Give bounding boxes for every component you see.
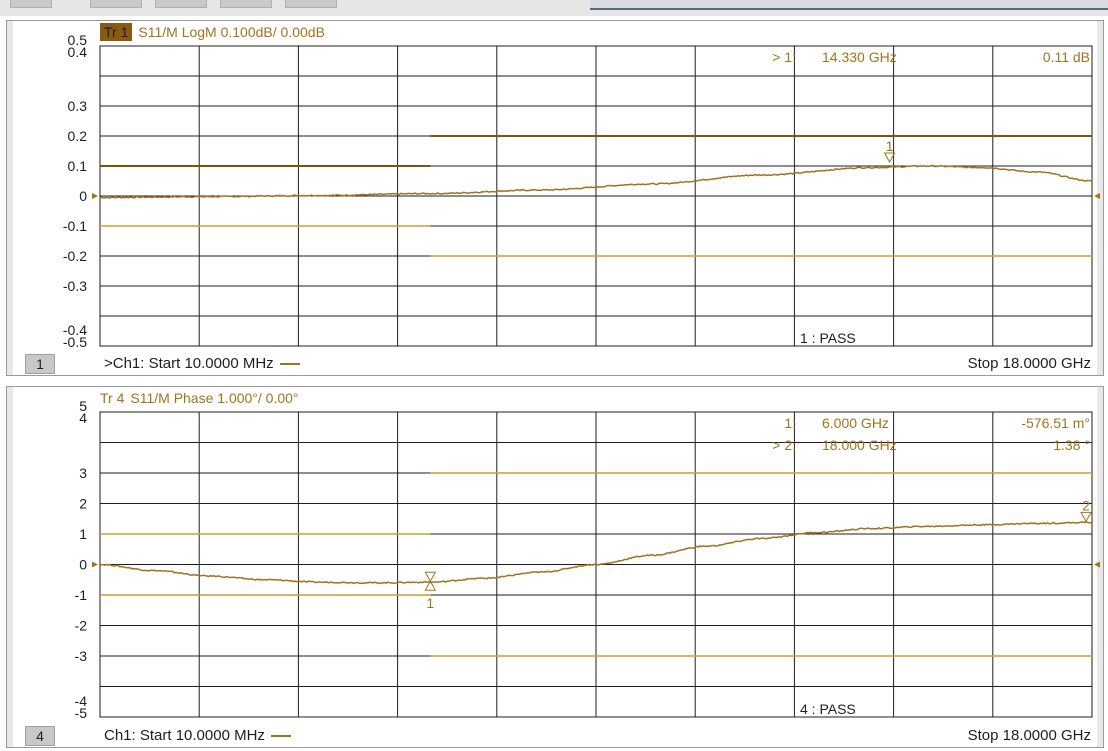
marker-readout-prefix: > 2: bbox=[772, 437, 796, 453]
trace-line bbox=[99, 521, 1093, 585]
marker-triangle bbox=[424, 571, 437, 583]
y-tick-label: 0.5 bbox=[68, 32, 88, 48]
reference-arrow-left bbox=[92, 561, 98, 568]
channel-number[interactable]: 4 bbox=[25, 726, 55, 746]
trace-title-4[interactable]: Tr 4 S11/M Phase 1.000°/ 0.00° bbox=[100, 390, 299, 406]
marker-label: 1 bbox=[886, 138, 894, 154]
y-tick-label: 0.3 bbox=[68, 98, 88, 114]
limit-pass-indicator: 1 : PASS bbox=[800, 330, 856, 346]
y-tick-label: -2 bbox=[75, 618, 88, 634]
y-tick-label: -0.1 bbox=[63, 218, 87, 234]
marker-readout-prefix: 1: bbox=[784, 415, 796, 431]
marker-readout-value: 0.11 dB bbox=[1043, 49, 1090, 65]
toolbar-button[interactable] bbox=[90, 0, 142, 8]
plot-area-1[interactable]: 0.50.4 0.3 0.2 0.1 0 -0.1 -0.2 -0.3 -0.4-0.5 1 > 1… bbox=[7, 21, 1103, 375]
y-tick-label: 0.4 bbox=[68, 44, 88, 60]
trace-line bbox=[99, 164, 1093, 199]
y-tick-label: 0.2 bbox=[68, 128, 88, 144]
trace-color-swatch bbox=[279, 363, 300, 366]
marker-readout-frequency: 18.000 GHz bbox=[822, 437, 897, 453]
trace-label: S11/M Phase 1.000°/ 0.00° bbox=[130, 390, 299, 406]
marker-label: 1 bbox=[426, 595, 434, 611]
stop-frequency: Stop 18.0000 GHz bbox=[967, 727, 1091, 744]
y-tick-label: -1 bbox=[75, 587, 88, 603]
y-tick-label: -5 bbox=[75, 705, 88, 721]
y-tick-label: 0 bbox=[79, 557, 87, 573]
y-tick-label: 3 bbox=[79, 465, 87, 481]
y-tick-label: -0.4 bbox=[63, 322, 87, 338]
y-tick-label: -3 bbox=[75, 648, 88, 664]
y-tick-label: 5 bbox=[79, 398, 87, 414]
limit-pass-indicator: 4 : PASS bbox=[800, 701, 856, 717]
stop-frequency: Stop 18.0000 GHz bbox=[967, 355, 1091, 372]
y-tick-label: -0.5 bbox=[63, 334, 87, 350]
trace-color-swatch bbox=[270, 735, 291, 738]
y-tick-label: 0 bbox=[79, 188, 87, 204]
trace-id-box[interactable]: Tr 1 bbox=[100, 23, 133, 41]
marker-triangle-up bbox=[424, 580, 437, 591]
y-tick-label: -0.2 bbox=[63, 248, 87, 264]
trace-title-1[interactable]: Tr 1 S11/M LogM 0.100dB/ 0.00dB bbox=[100, 23, 325, 41]
reference-arrow-right bbox=[1094, 193, 1100, 199]
toolbar-button[interactable] bbox=[220, 0, 272, 8]
marker-triangle bbox=[1080, 511, 1092, 523]
marker-readout-prefix: > 1: bbox=[772, 49, 796, 65]
start-frequency: Ch1: Start 10.0000 MHz bbox=[104, 727, 291, 744]
toolbar-button[interactable] bbox=[285, 0, 337, 8]
y-tick-label: 2 bbox=[79, 496, 87, 512]
trace-label: S11/M LogM 0.100dB/ 0.00dB bbox=[138, 24, 325, 40]
channel-bar-1: 1 >Ch1: Start 10.0000 MHz Stop 18.0000 G… bbox=[7, 353, 1103, 375]
start-text: Ch1: Start 10.0000 MHz bbox=[104, 727, 265, 744]
channel-bar-4: 4 Ch1: Start 10.0000 MHz Stop 18.0000 GH… bbox=[7, 725, 1103, 747]
marker-readout-frequency: 6.000 GHz bbox=[822, 415, 889, 431]
marker-label: 2 bbox=[1082, 497, 1090, 513]
marker-readout-frequency: 14.330 GHz bbox=[822, 49, 897, 65]
channel-number[interactable]: 1 bbox=[25, 354, 55, 374]
marker-readout-value: -576.51 m° bbox=[1021, 415, 1090, 431]
reference-arrow-right bbox=[1094, 561, 1100, 568]
y-tick-label: 1 bbox=[79, 526, 87, 542]
toolbar-strip bbox=[0, 0, 1108, 16]
y-tick-label: -4 bbox=[75, 693, 88, 709]
trace-id[interactable]: Tr 4 bbox=[100, 390, 125, 406]
reference-arrow-left bbox=[92, 193, 98, 199]
marker-triangle bbox=[883, 152, 896, 164]
y-tick-label: 0.1 bbox=[68, 158, 88, 174]
y-tick-label: -0.3 bbox=[63, 278, 87, 294]
toolbar-button[interactable] bbox=[10, 0, 52, 8]
toolbar-right-region bbox=[590, 0, 1108, 10]
trace-panel-1[interactable]: Tr 1 S11/M LogM 0.100dB/ 0.00dB 0.5 0.4 0.3… bbox=[6, 20, 1104, 376]
start-frequency: >Ch1: Start 10.0000 MHz bbox=[104, 355, 300, 372]
start-text: >Ch1: Start 10.0000 MHz bbox=[104, 355, 274, 372]
toolbar-button[interactable] bbox=[155, 0, 207, 8]
trace-panel-4[interactable]: Tr 4 S11/M Phase 1.000°/ 0.00° 5 4 3 2 1 0 -1 -2… bbox=[6, 386, 1104, 748]
y-tick-label: 4 bbox=[79, 410, 87, 426]
marker-readout-value: 1.38 ° bbox=[1053, 437, 1090, 453]
